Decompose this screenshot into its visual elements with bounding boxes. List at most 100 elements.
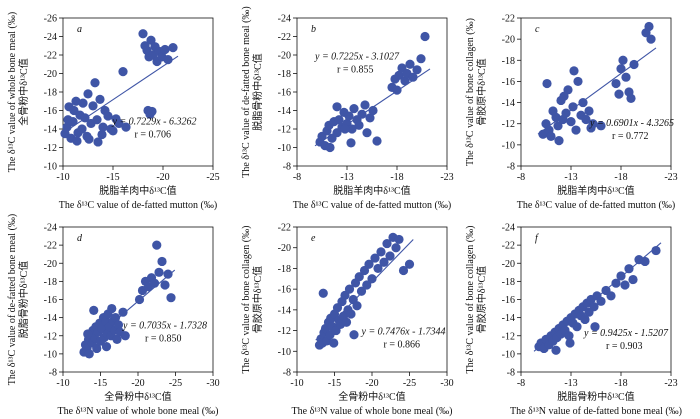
y-tick-label: -16 bbox=[278, 285, 291, 296]
y-tick-label: -22 bbox=[502, 241, 515, 252]
panel-a: -10 -15 -20 -25 -10 -12 -14 -16 -18 -20 -22 -24 -26 a… bbox=[7, 12, 220, 211]
data-point bbox=[584, 106, 594, 116]
data-point bbox=[542, 78, 552, 89]
y-tick-label: -16 bbox=[502, 295, 515, 306]
data-point bbox=[332, 102, 342, 112]
data-point bbox=[77, 124, 87, 134]
data-point bbox=[160, 280, 170, 290]
x-tick-label: -23 bbox=[664, 172, 677, 183]
data-point bbox=[160, 44, 170, 55]
y-axis-label-en: The δ¹³C value of bone collagen (‰) bbox=[465, 18, 476, 166]
data-point bbox=[154, 267, 164, 277]
panel-f: -8 -13 -18 -23 -8 -10 -12 -14 -16 -18 -20 -22 -24 f y … bbox=[465, 223, 682, 418]
data-point bbox=[362, 280, 372, 290]
y-tick-label: -8 bbox=[283, 162, 291, 173]
data-point bbox=[618, 55, 628, 65]
panel-c: -8 -13 -18 -23 -8 -10 -12 -14 -16 -18 -20 -22 c y = 0… bbox=[465, 14, 678, 212]
x-tick-label: -18 bbox=[390, 172, 403, 183]
data-point bbox=[382, 238, 392, 249]
data-point bbox=[626, 93, 636, 103]
data-point bbox=[110, 313, 121, 323]
data-point bbox=[589, 302, 599, 312]
x-tick-label: -13 bbox=[340, 172, 353, 183]
y-tick-label: -10 bbox=[502, 349, 515, 360]
x-tick-label: -15 bbox=[328, 378, 341, 389]
panel-letter: d bbox=[77, 233, 83, 244]
data-point bbox=[89, 305, 99, 315]
data-point bbox=[644, 21, 654, 32]
data-point bbox=[71, 96, 81, 106]
data-point bbox=[385, 251, 395, 261]
data-point bbox=[138, 29, 148, 39]
data-point bbox=[596, 296, 606, 306]
panel-letter: f bbox=[535, 233, 539, 244]
y-axis-label-en: The δ¹³C value of bone collagen (‰) bbox=[465, 226, 476, 374]
y-tick-label: -12 bbox=[278, 326, 291, 337]
data-point bbox=[107, 303, 117, 314]
y-tick-label: -14 bbox=[278, 106, 291, 117]
data-point bbox=[412, 65, 422, 75]
y-axis-label-cn: 骨胶原中δ¹³C值 bbox=[475, 58, 488, 125]
data-point bbox=[588, 119, 598, 129]
x-axis-label-en: The δ¹³C value of de-fatted mutton (‰) bbox=[59, 200, 217, 211]
data-point bbox=[620, 280, 630, 290]
data-point bbox=[640, 256, 650, 267]
data-point bbox=[606, 291, 616, 301]
data-point bbox=[92, 343, 102, 354]
data-point bbox=[365, 113, 375, 123]
plot-frame bbox=[520, 17, 672, 167]
data-point bbox=[349, 330, 359, 340]
data-point bbox=[108, 126, 118, 136]
data-point bbox=[97, 129, 107, 140]
data-point bbox=[581, 114, 591, 125]
x-axis-label-cn: 全骨粉中δ¹³C值 bbox=[104, 390, 171, 403]
plot-frame bbox=[296, 226, 448, 373]
y-tick-label: -20 bbox=[44, 259, 57, 270]
data-point bbox=[373, 263, 383, 274]
data-point bbox=[114, 118, 124, 129]
data-point bbox=[118, 307, 128, 317]
data-point bbox=[101, 342, 112, 352]
x-tick-label: -8 bbox=[293, 172, 301, 183]
data-point bbox=[416, 54, 426, 64]
y-tick-label: -16 bbox=[502, 77, 515, 88]
data-point bbox=[88, 101, 98, 111]
data-point bbox=[95, 94, 105, 104]
y-tick-label: -18 bbox=[44, 277, 57, 288]
x-tick-label: -15 bbox=[106, 172, 119, 183]
data-point bbox=[360, 100, 370, 110]
data-point bbox=[367, 274, 377, 284]
data-point bbox=[394, 234, 404, 245]
data-point bbox=[147, 106, 157, 117]
regression-equation: y = 0.6901x - 4.3265 bbox=[589, 118, 674, 129]
data-point bbox=[551, 345, 561, 355]
x-tick-label: -25 bbox=[169, 378, 182, 389]
x-tick-label: -20 bbox=[156, 172, 169, 183]
y-tick-label: -22 bbox=[44, 51, 57, 62]
y-axis-label-cn: 全骨粉中δ¹³C值 bbox=[17, 58, 30, 125]
x-tick-label: -8 bbox=[517, 378, 525, 389]
y-tick-label: -12 bbox=[502, 119, 515, 130]
regression-equation: y = 0.7229x - 6.3262 bbox=[112, 117, 197, 128]
x-tick-label: -18 bbox=[614, 378, 627, 389]
data-point bbox=[629, 59, 639, 70]
data-point bbox=[346, 309, 356, 319]
data-point bbox=[566, 117, 576, 127]
y-axis-label-en: The δ¹³C value of whole bone meal (‰) bbox=[7, 12, 18, 172]
data-point bbox=[92, 115, 102, 125]
data-point bbox=[120, 331, 130, 341]
data-point bbox=[596, 121, 606, 131]
panel-d: -10 -15 -20 -25 -30-8-10-12-14-16-18-20-22-2… bbox=[7, 214, 220, 417]
data-point bbox=[346, 138, 356, 148]
data-point bbox=[157, 256, 167, 267]
x-tick-label: -23 bbox=[664, 378, 677, 389]
y-tick-label: -20 bbox=[502, 259, 515, 270]
y-tick-label: -12 bbox=[502, 331, 515, 342]
panel-e: -10 -15 -20 -25 -30-8-10-12-14-16-18-20-22ey… bbox=[241, 223, 454, 418]
y-tick-label: -10 bbox=[278, 347, 291, 358]
data-point bbox=[357, 109, 367, 119]
data-point bbox=[168, 43, 178, 53]
y-tick-label: -20 bbox=[278, 51, 291, 62]
x-tick-label: -18 bbox=[614, 172, 627, 183]
data-point bbox=[370, 253, 380, 263]
